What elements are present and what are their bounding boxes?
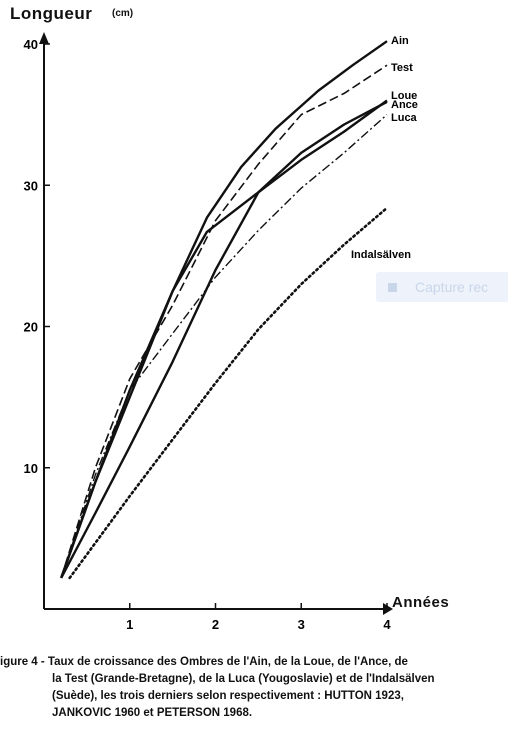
series-line-luca [60,114,388,579]
figure-caption: igure 4 - Taux de croissance des Ombres … [0,654,508,722]
y-axis-arrow-icon [39,32,49,44]
y-tick-label: 10 [24,461,38,476]
y-axis-label: Longueur [10,4,93,23]
caption-line: la Test (Grande-Bretagne), de la Luca (Y… [52,673,435,685]
y-tick-label: 40 [24,37,38,52]
y-axis-unit: (cm) [112,8,134,19]
series-label-indalslven: Indalsälven [351,249,411,261]
x-axis-arrow-icon [383,603,393,615]
y-tick-label: 20 [24,320,38,335]
x-tick-label: 3 [298,617,305,632]
series-label-loue: Loue [391,90,417,102]
capture-record-button[interactable]: Capture rec [376,272,508,302]
series-label-luca: Luca [391,112,418,124]
series-label-ain: Ain [391,35,409,47]
x-tick-label: 1 [126,617,133,632]
series-label-test: Test [391,62,413,74]
series-line-loue [60,99,388,579]
x-tick-label: 2 [212,617,219,632]
series-line-ain [60,40,388,579]
series-line-ance [60,100,388,579]
caption-line: JANKOVIC 1960 et PETERSON 1968. [52,707,253,719]
capture-label: Capture rec [415,279,489,295]
x-axis-label: Années [392,594,450,611]
x-tick-label: 4 [383,617,391,632]
series-label-ance: Ance [391,99,418,111]
y-tick-label: 30 [24,178,38,193]
series-line-indalslven [68,206,389,580]
caption-line: igure 4 - Taux de croissance des Ombres … [0,656,408,668]
caption-line: (Suède), les trois derniers selon respec… [52,690,404,702]
series-line-test [60,64,388,579]
record-icon [388,283,397,292]
